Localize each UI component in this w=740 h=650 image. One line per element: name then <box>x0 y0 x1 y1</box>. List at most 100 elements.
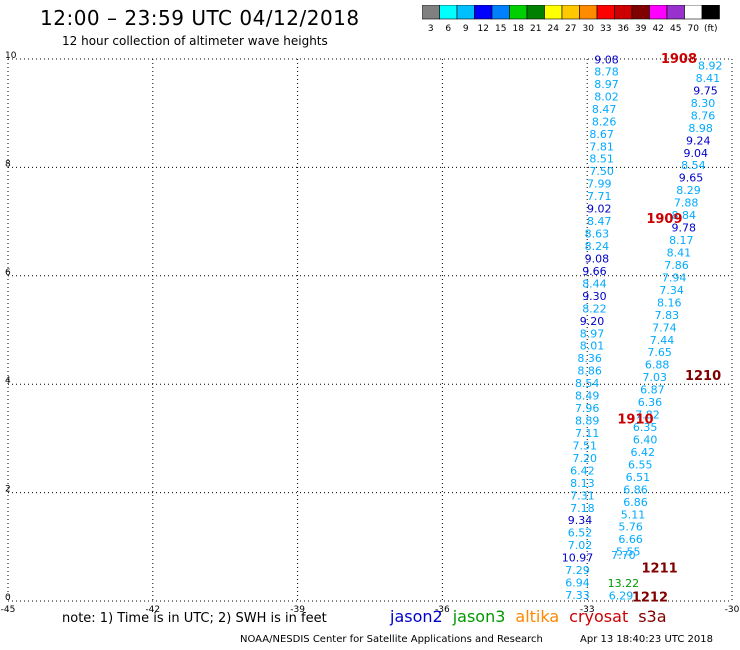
wave-height-value: 7.71 <box>587 190 612 203</box>
wave-height-value: 8.26 <box>592 115 617 128</box>
wave-height-value: 9.34 <box>568 514 593 527</box>
wave-height-value: 8.97 <box>580 327 605 340</box>
scale-label: 21 <box>530 24 541 34</box>
wave-height-value: 13.22 <box>608 577 640 590</box>
wave-height-value: 7.70 <box>611 549 636 562</box>
wave-height-value: 8.47 <box>587 215 612 228</box>
x-tick-label: -30 <box>725 605 740 615</box>
scale-label: 30 <box>583 24 595 34</box>
wave-height-value: 8.41 <box>696 72 721 85</box>
scale-label: 70 <box>688 24 700 34</box>
wave-height-value: 8.13 <box>570 477 595 490</box>
y-tick-label: 10 <box>5 51 17 61</box>
wave-height-value: 9.75 <box>693 84 718 97</box>
y-tick-label: 0 <box>5 593 11 603</box>
wave-height-value: 7.18 <box>570 502 595 515</box>
color-scale-bar: 3 6 9 12 15 18 21 24 27 30 33 36 39 42 45 70 (ft) <box>422 5 720 34</box>
wave-height-value: 10.97 <box>562 552 594 565</box>
wave-height-value: 9.30 <box>582 290 607 303</box>
y-tick-label: 6 <box>5 268 11 278</box>
pass-time-label: 1909 <box>646 212 682 227</box>
wave-height-value: 7.31 <box>570 489 595 502</box>
wave-height-value: 8.01 <box>580 340 605 353</box>
scale-label: 36 <box>618 24 630 34</box>
wave-height-value: 8.36 <box>577 352 602 365</box>
pass-time-label: 1910 <box>617 412 653 427</box>
wave-height-value: 8.29 <box>676 184 701 197</box>
wave-height-value: 5.76 <box>618 521 643 534</box>
wave-height-value: 8.22 <box>582 302 607 315</box>
wave-height-value: 8.78 <box>594 65 619 78</box>
wave-height-value: 6.51 <box>626 471 651 484</box>
wave-height-value: 7.11 <box>575 427 600 440</box>
wave-height-value: 7.03 <box>643 371 668 384</box>
wave-height-value: 5.55 <box>616 546 641 559</box>
wave-height-value: 8.63 <box>585 228 610 241</box>
scale-label: 15 <box>495 24 506 34</box>
pass-time-label: 1210 <box>685 369 721 384</box>
wave-height-value: 6.42 <box>570 464 595 477</box>
pass-time-label: 1211 <box>642 561 678 576</box>
wave-height-value: 8.24 <box>585 240 610 253</box>
wave-height-value: 8.47 <box>592 103 617 116</box>
scale-label: 6 <box>445 24 451 34</box>
scale-label: 42 <box>653 24 664 34</box>
wave-height-value: 8.54 <box>575 377 600 390</box>
scale-label: 12 <box>478 24 489 34</box>
x-tick-label: -39 <box>290 605 305 615</box>
wave-height-value: 6.42 <box>630 446 655 459</box>
wave-height-value: 8.02 <box>594 90 619 103</box>
scale-label: 45 <box>670 24 681 34</box>
wave-height-value: 7.82 <box>635 409 660 422</box>
footnote: note: 1) Time is in UTC; 2) SWH is in fe… <box>62 611 327 626</box>
wave-height-value: 7.65 <box>647 346 672 359</box>
wave-height-value: 8.97 <box>594 78 619 91</box>
scale-label: 9 <box>463 24 469 34</box>
wave-height-value: 8.49 <box>575 390 600 403</box>
scale-label: 18 <box>513 24 525 34</box>
y-tick-label: 8 <box>5 159 11 169</box>
x-tick-label: -42 <box>145 605 160 615</box>
legend-entry: jason2 <box>390 607 443 626</box>
satellite-legend: jason2 jason3 altika cryosat s3a <box>390 607 677 626</box>
wave-height-value: 9.66 <box>582 265 607 278</box>
wave-height-value: 7.50 <box>589 165 614 178</box>
legend-entry: altika <box>515 607 560 626</box>
x-tick-label: -36 <box>435 605 450 615</box>
wave-height-value: 7.20 <box>573 452 598 465</box>
wave-height-value: 7.34 <box>659 284 684 297</box>
wave-height-value: 8.92 <box>698 60 723 73</box>
scale-label: 27 <box>565 24 576 34</box>
wave-height-value: 6.40 <box>633 433 658 446</box>
wave-height-value: 9.20 <box>580 315 605 328</box>
wave-height-value: 7.74 <box>652 321 677 334</box>
wave-height-value: 7.83 <box>655 309 680 322</box>
wave-height-value: 8.86 <box>577 365 602 378</box>
wave-height-value: 6.66 <box>618 533 643 546</box>
wave-height-value: 8.54 <box>681 159 706 172</box>
wave-height-value: 7.86 <box>664 259 689 272</box>
wave-height-value: 7.81 <box>589 140 614 153</box>
chart-subtitle: 12 hour collection of altimeter wave hei… <box>62 34 328 48</box>
wave-height-value: 7.33 <box>565 589 590 602</box>
pass-time-label: 1908 <box>661 52 697 67</box>
wave-height-value: 8.30 <box>691 97 716 110</box>
wave-height-value: 7.29 <box>565 564 590 577</box>
legend-entry: cryosat <box>569 607 629 626</box>
wave-height-value: 9.04 <box>684 147 709 160</box>
wave-height-value: 9.08 <box>585 252 610 265</box>
wave-height-value: 6.36 <box>638 396 663 409</box>
wave-height-value: 8.44 <box>582 277 607 290</box>
wave-height-value: 8.76 <box>691 109 716 122</box>
scale-label: (ft) <box>704 24 718 34</box>
wave-height-value: 7.88 <box>674 197 699 210</box>
wave-height-value: 6.29 <box>609 590 634 603</box>
chart-title: 12:00 – 23:59 UTC 04/12/2018 <box>40 6 360 30</box>
wave-height-value: 9.65 <box>679 172 704 185</box>
wave-height-value: 9.24 <box>686 134 711 147</box>
wave-height-value: 8.16 <box>657 296 682 309</box>
wave-height-value: 7.51 <box>573 439 598 452</box>
wave-height-value: 8.41 <box>667 246 692 259</box>
wave-height-value: 7.94 <box>662 271 687 284</box>
wave-height-value: 8.98 <box>688 122 713 135</box>
